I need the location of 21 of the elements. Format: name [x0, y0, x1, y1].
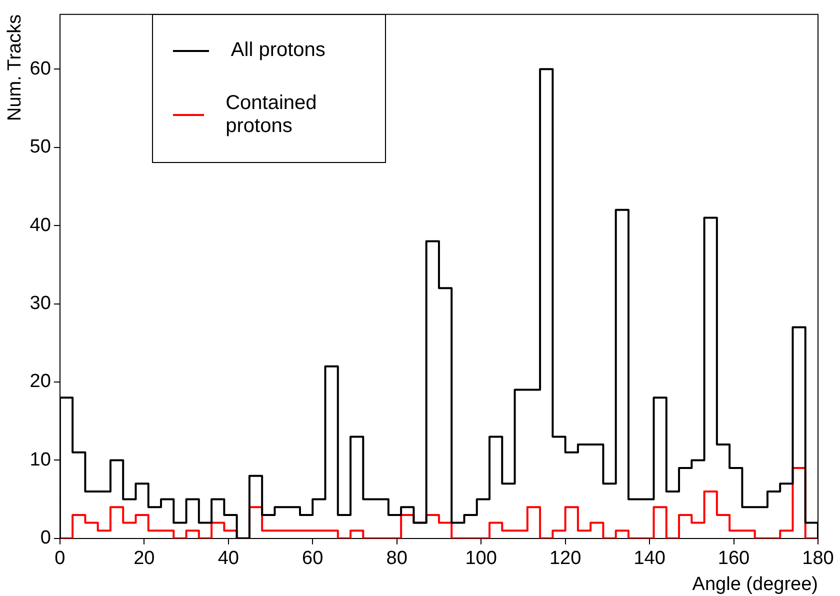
- y-tick-label: 0: [40, 528, 51, 549]
- legend-label: Contained protons: [226, 92, 318, 138]
- x-tick-label: 60: [302, 548, 324, 570]
- y-tick-label: 30: [30, 293, 51, 314]
- x-tick-label: 180: [802, 548, 834, 570]
- x-tick-label: 40: [218, 548, 239, 570]
- x-tick-label: 160: [718, 548, 750, 570]
- x-tick-label: 20: [134, 548, 155, 570]
- x-tick-label: 80: [386, 548, 408, 570]
- y-tick-label: 20: [30, 371, 51, 392]
- y-tick-label: 40: [30, 214, 51, 236]
- x-tick-label: 140: [634, 548, 666, 570]
- x-tick-label: 120: [549, 548, 582, 570]
- x-tick-label: 0: [54, 548, 66, 570]
- legend-label: All protons: [230, 39, 326, 62]
- y-tick-label: 10: [30, 449, 51, 470]
- y-tick-label: 60: [30, 58, 51, 80]
- y-axis-title: Num. Tracks: [4, 14, 26, 122]
- y-tick-label: 50: [30, 136, 51, 158]
- x-axis-title: Angle (degree): [692, 574, 818, 595]
- x-tick-label: 100: [465, 548, 497, 570]
